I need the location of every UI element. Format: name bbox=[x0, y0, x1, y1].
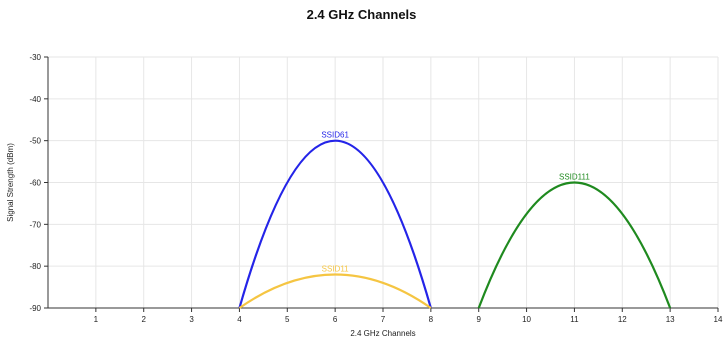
y-tick-label: -70 bbox=[29, 220, 41, 229]
x-tick-label: 4 bbox=[237, 315, 242, 324]
y-tick-label: -80 bbox=[29, 262, 41, 271]
series-curve-ssid111 bbox=[477, 181, 672, 309]
y-tick-label: -60 bbox=[29, 179, 41, 188]
x-tick-label: 13 bbox=[666, 315, 675, 324]
x-tick-label: 11 bbox=[570, 315, 579, 324]
x-tick-label: 3 bbox=[189, 315, 194, 324]
x-tick-label: 8 bbox=[429, 315, 434, 324]
y-tick-label: -30 bbox=[29, 53, 41, 62]
series-label-ssid111: SSID111 bbox=[559, 173, 590, 182]
series-layer: SSID61 SSID11 SSID111 bbox=[238, 131, 672, 309]
chart-title: 2.4 GHz Channels bbox=[306, 7, 417, 22]
x-tick-label: 14 bbox=[714, 315, 723, 324]
series-label-ssid61: SSID61 bbox=[321, 131, 349, 140]
x-tick-label: 10 bbox=[522, 315, 531, 324]
x-tick-label: 9 bbox=[476, 315, 481, 324]
y-tick-label: -50 bbox=[29, 137, 41, 146]
x-tick-label: 1 bbox=[94, 315, 99, 324]
axis-layer: -30-40-50-60-70-80-901 2 3 4 5 6 7 8 9 10 11 12 13 14 bbox=[29, 53, 723, 324]
x-tick-label: 6 bbox=[333, 315, 338, 324]
x-axis-title: 2.4 GHz Channels bbox=[350, 329, 415, 338]
y-tick-label: -40 bbox=[29, 95, 41, 104]
series-curve-ssid61 bbox=[238, 139, 432, 309]
x-tick-label: 2 bbox=[141, 315, 146, 324]
series-curve-ssid11 bbox=[238, 273, 432, 309]
y-axis-title: Signal Strength (dBm) bbox=[6, 143, 15, 222]
x-tick-label: 7 bbox=[381, 315, 386, 324]
series-label-ssid11: SSID11 bbox=[322, 265, 350, 274]
y-tick-label: -90 bbox=[29, 304, 41, 313]
x-tick-label: 5 bbox=[285, 315, 290, 324]
x-tick-label: 12 bbox=[618, 315, 627, 324]
